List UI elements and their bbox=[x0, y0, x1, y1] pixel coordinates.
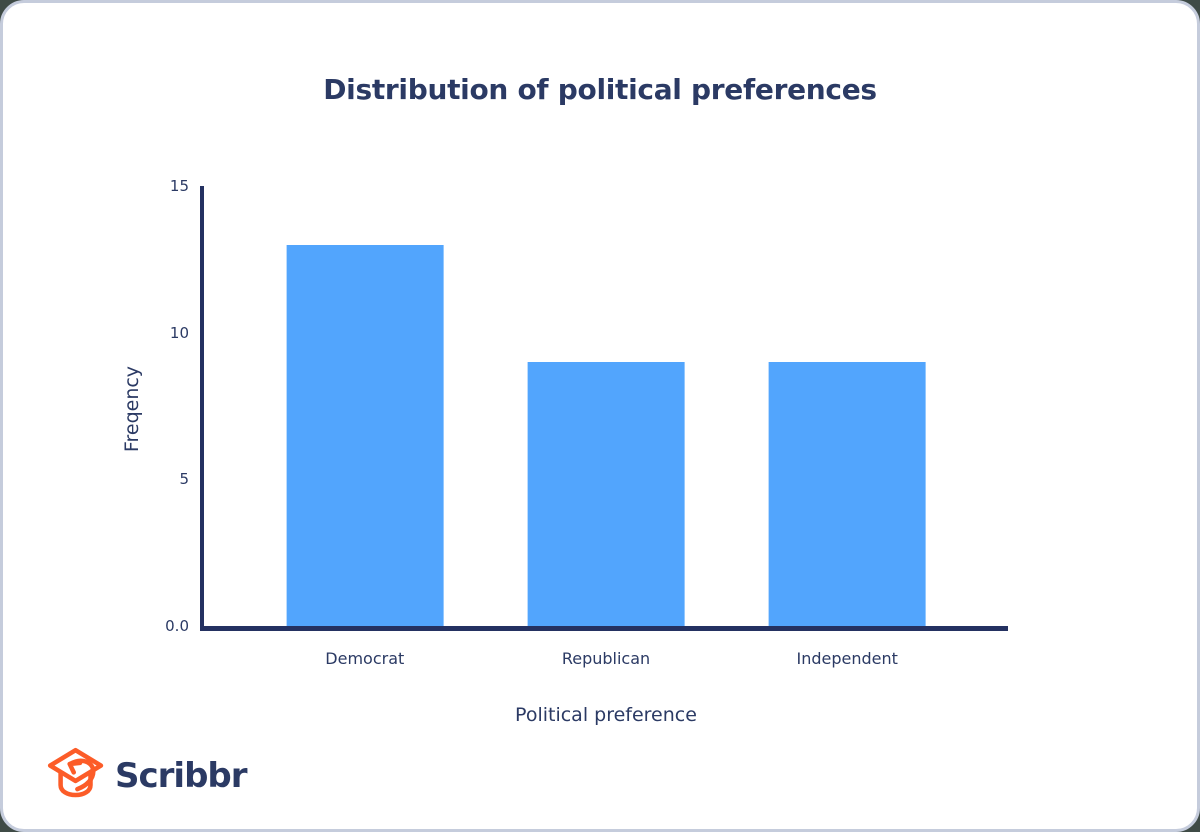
x-axis-label: Political preference bbox=[515, 704, 697, 726]
bar-democrat bbox=[286, 244, 444, 626]
y-tick-label: 15 bbox=[169, 177, 189, 195]
bar-republican bbox=[527, 362, 685, 626]
graduation-cap-arrow-icon bbox=[47, 747, 104, 798]
y-tick-label: 10 bbox=[169, 323, 189, 342]
scribbr-logo: Scribbr bbox=[47, 745, 248, 807]
y-tick-label: 0.0 bbox=[165, 617, 189, 635]
x-axis-ticks: Democrat Republican Independent bbox=[204, 649, 1008, 671]
x-tick-label: Democrat bbox=[325, 649, 405, 668]
y-tick-label: 5 bbox=[179, 470, 189, 489]
scribbr-wordmark: Scribbr bbox=[115, 756, 248, 796]
x-tick-label: Republican bbox=[561, 649, 651, 668]
x-tick-label: Independent bbox=[796, 649, 898, 668]
bar-independent bbox=[768, 362, 926, 626]
plot-area bbox=[200, 186, 1008, 631]
chart-title: Distribution of political preferences bbox=[323, 73, 877, 106]
y-axis-ticks: 0.0 5 10 15 bbox=[3, 177, 189, 635]
